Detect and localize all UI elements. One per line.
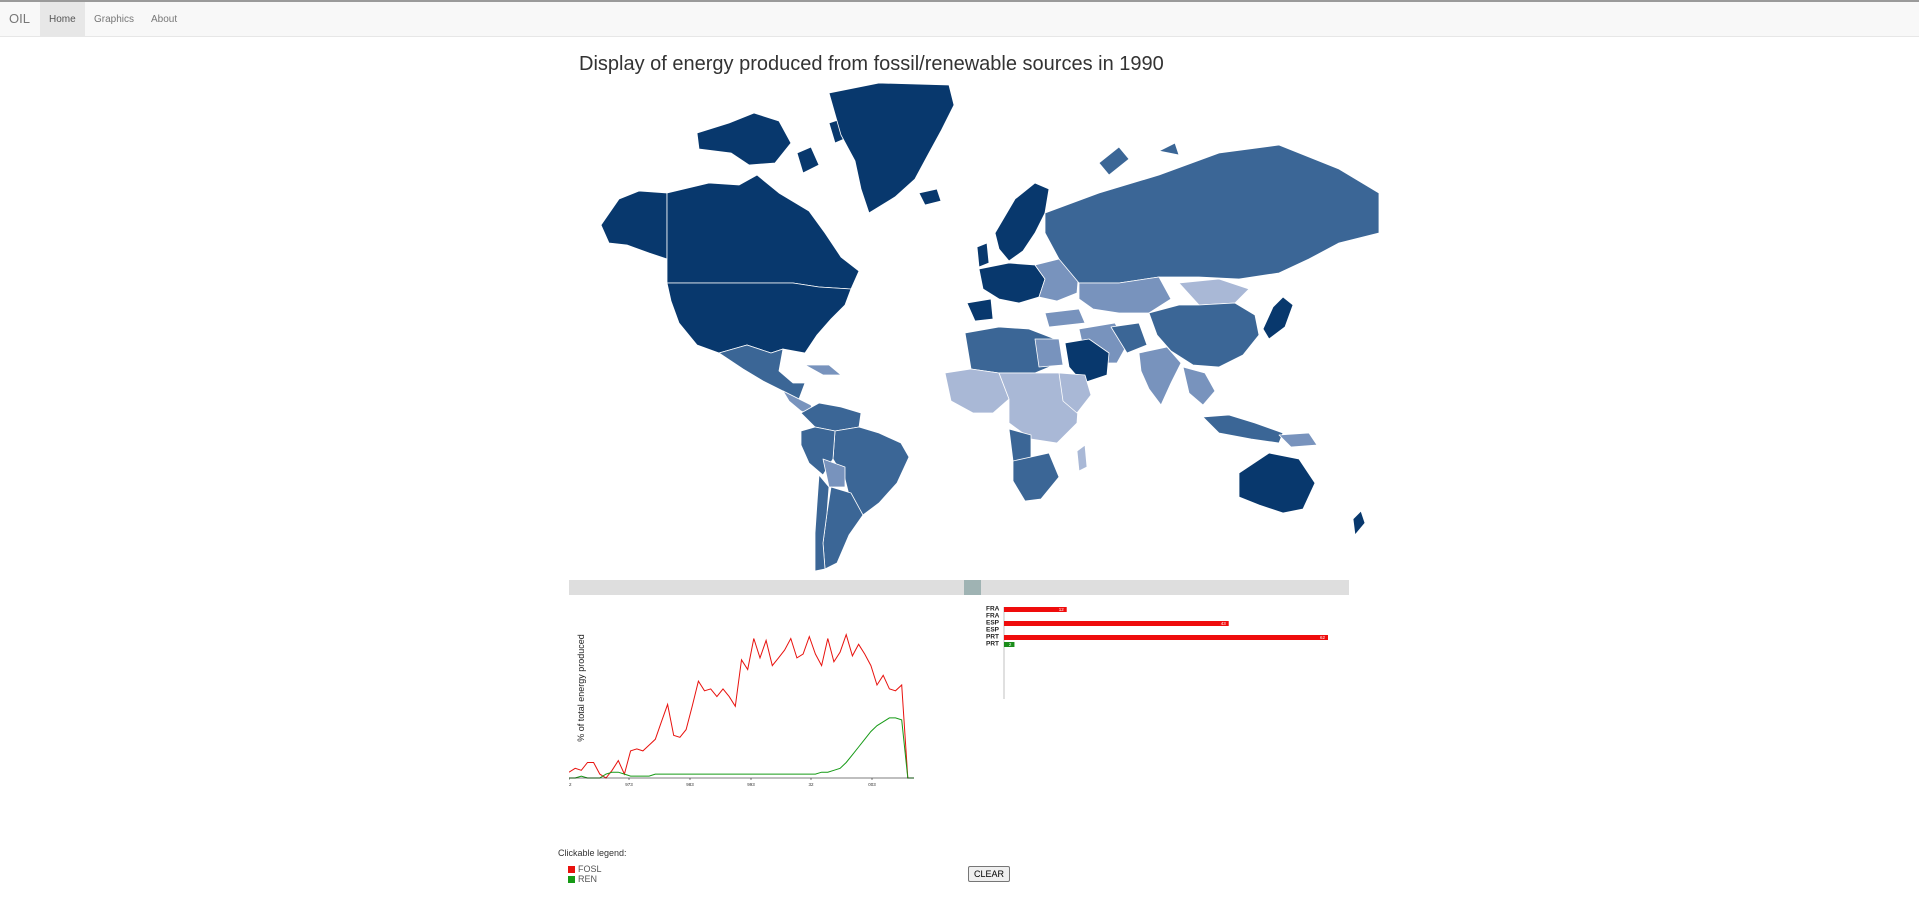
x-tick-label: 003 <box>868 782 876 787</box>
x-tick-label: 32 <box>808 782 814 787</box>
country-mexico[interactable] <box>718 344 806 400</box>
bar-category-label: FRA <box>986 606 1000 613</box>
country-uk[interactable] <box>976 242 990 268</box>
country-western-europe[interactable] <box>978 262 1046 304</box>
country-angola[interactable] <box>1008 428 1032 462</box>
country-russia[interactable] <box>1044 144 1379 284</box>
country-greenland[interactable] <box>828 83 955 214</box>
bar-esp[interactable] <box>1004 621 1229 626</box>
country-papua[interactable] <box>1278 432 1318 448</box>
country-usa[interactable] <box>666 282 852 354</box>
bar-category-label: PRT <box>986 634 999 641</box>
nav-graphics[interactable]: Graphics <box>94 14 135 25</box>
country-canada[interactable] <box>666 174 860 290</box>
bar-category-label: PRT <box>986 641 999 648</box>
country-chile[interactable] <box>814 474 830 572</box>
country-iceland[interactable] <box>918 188 942 206</box>
bar-fra[interactable] <box>1004 607 1067 612</box>
bar-category-label: ESP <box>986 620 1000 627</box>
navbar: OIL Home Graphics About <box>0 2 1919 37</box>
clear-button[interactable]: CLEAR <box>968 866 1010 882</box>
x-tick-label: 973 <box>625 782 633 787</box>
legend-label-ren: REN <box>578 874 598 884</box>
country-canada-islands[interactable] <box>696 112 850 174</box>
page-title: Display of energy produced from fossil/r… <box>579 53 1164 75</box>
bar-value-label: 62 <box>1320 635 1326 640</box>
bar-category-label: FRA <box>986 613 1000 620</box>
country-spain[interactable] <box>966 298 994 322</box>
country-turkey[interactable] <box>1044 308 1086 328</box>
country-russia-islands[interactable] <box>1098 142 1180 176</box>
top-border-line <box>0 0 1919 2</box>
bar-prt[interactable] <box>1004 642 1015 647</box>
x-tick-label: 993 <box>747 782 755 787</box>
year-slider-handle[interactable] <box>964 580 981 595</box>
country-india[interactable] <box>1138 346 1182 406</box>
y-axis-label: % of total energy produced <box>576 634 586 742</box>
country-central-africa[interactable] <box>998 372 1080 444</box>
country-southern-africa[interactable] <box>1012 452 1060 502</box>
series-line-fosl <box>569 632 914 779</box>
country-scandinavia[interactable] <box>994 182 1050 262</box>
bar-value-label: 12 <box>1059 607 1065 612</box>
country-bolivia[interactable] <box>822 458 846 488</box>
country-alaska[interactable] <box>600 190 668 260</box>
nav-about[interactable]: About <box>151 14 178 25</box>
country-southeast-asia[interactable] <box>1182 366 1216 406</box>
legend-item-ren[interactable]: REN <box>568 874 597 884</box>
country-new-zealand[interactable] <box>1352 510 1366 536</box>
world-map <box>600 83 1379 572</box>
legend-item-fosl[interactable]: FOSL <box>568 864 602 874</box>
country-madagascar[interactable] <box>1076 444 1088 472</box>
bar-value-label: 2 <box>1009 642 1012 647</box>
country-west-africa[interactable] <box>944 368 1010 414</box>
nav-home[interactable]: Home <box>40 2 85 37</box>
bar-value-label: 43 <box>1221 621 1227 626</box>
country-cuba[interactable] <box>804 364 842 376</box>
bar-prt[interactable] <box>1004 635 1328 640</box>
legend-title: Clickable legend: <box>558 848 627 858</box>
year-slider-track[interactable] <box>569 580 1349 595</box>
country-egypt[interactable] <box>1034 338 1064 368</box>
brand-link[interactable]: OIL <box>9 11 30 26</box>
country-mongolia[interactable] <box>1178 278 1250 306</box>
country-australia[interactable] <box>1238 452 1316 514</box>
line-chart: 32 973 983 993 32 003 % of total energy produc… <box>569 632 914 787</box>
country-japan[interactable] <box>1262 296 1294 340</box>
country-saudi-arabia[interactable] <box>1064 338 1110 384</box>
x-tick-label: 32 <box>569 782 572 787</box>
legend-label-fosl: FOSL <box>578 864 602 874</box>
bar-category-label: ESP <box>986 627 1000 634</box>
country-east-africa[interactable] <box>1058 372 1092 414</box>
x-tick-label: 983 <box>686 782 694 787</box>
country-iran[interactable] <box>1110 322 1148 354</box>
legend-swatch-ren <box>568 876 575 883</box>
legend-swatch-fosl <box>568 866 575 873</box>
country-indonesia[interactable] <box>1202 414 1284 444</box>
series-line-ren <box>569 717 914 779</box>
